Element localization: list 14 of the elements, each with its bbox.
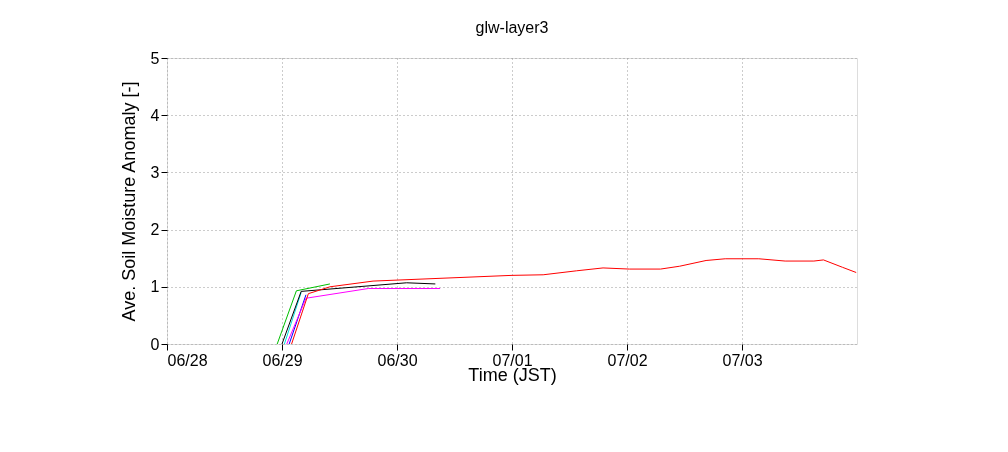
x-tick-label: 06/29 bbox=[262, 351, 303, 369]
y-tick-label: 2 bbox=[150, 221, 160, 239]
x-tick-label: 07/03 bbox=[722, 351, 763, 369]
y-tick-label: 0 bbox=[150, 335, 160, 353]
y-tick-label: 3 bbox=[150, 163, 160, 181]
y-tick-label: 5 bbox=[150, 49, 160, 67]
y-axis-title: Ave. Soil Moisture Anomaly [-] bbox=[118, 81, 139, 322]
x-tick-label: 06/30 bbox=[377, 351, 418, 369]
x-tick-label: 07/01 bbox=[492, 351, 533, 369]
y-tick-label: 1 bbox=[150, 278, 160, 296]
x-tick-label: 06/28 bbox=[167, 351, 208, 369]
x-tick-label: 07/02 bbox=[607, 351, 648, 369]
chart-title: glw-layer3 bbox=[475, 19, 549, 36]
y-tick-label: 4 bbox=[150, 106, 160, 124]
